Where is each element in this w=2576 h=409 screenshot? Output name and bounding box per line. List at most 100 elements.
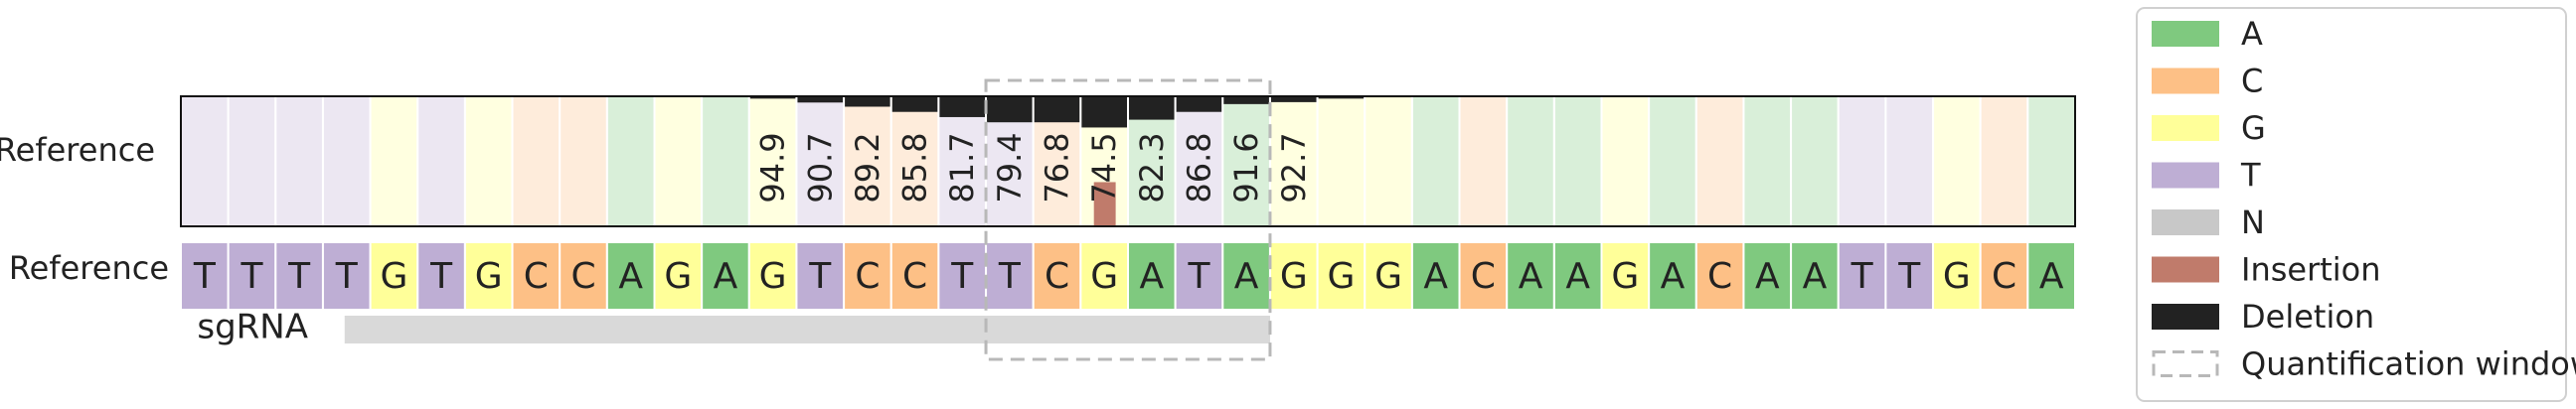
frequency-cell <box>559 95 608 227</box>
quantification-window <box>984 78 1272 361</box>
legend-label: T <box>2240 157 2261 195</box>
base-letter: A <box>1803 256 1828 297</box>
base-cell <box>1221 241 1271 311</box>
deletion-bar <box>845 96 890 107</box>
frequency-cell <box>1410 95 1461 227</box>
base-letter: G <box>1090 256 1118 297</box>
base-cell <box>1079 241 1129 311</box>
base-letter: T <box>429 256 453 297</box>
deletion-bar <box>891 96 938 112</box>
base-letter: A <box>1519 256 1543 297</box>
base-cell <box>1600 241 1651 311</box>
frequency-cell <box>2026 95 2076 227</box>
base-letter: G <box>664 256 692 297</box>
legend-swatch-c <box>2152 68 2219 94</box>
base-cell <box>653 241 704 311</box>
legend-label: Deletion <box>2241 298 2374 336</box>
percent-label: 91.6 <box>1227 132 1265 203</box>
deletion-bar <box>1176 96 1222 112</box>
base-cell <box>937 241 988 311</box>
base-letter: C <box>855 256 880 297</box>
base-letter: T <box>808 256 832 297</box>
frequency-cell <box>701 95 750 227</box>
sgrna-track <box>344 316 1270 343</box>
legend-swatch-n <box>2152 209 2219 235</box>
base-letter: C <box>1707 256 1732 297</box>
deletion-bar <box>1081 96 1127 128</box>
frequency-cell <box>1837 95 1887 227</box>
percent-label: 82.3 <box>1133 132 1171 203</box>
base-cell <box>1127 241 1177 311</box>
frequency-cell <box>369 95 419 227</box>
percent-label: 94.9 <box>754 132 792 203</box>
base-letter: A <box>1140 256 1165 297</box>
base-cell <box>1506 241 1555 311</box>
frequency-cell <box>1648 95 1697 227</box>
base-letter: G <box>1280 256 1308 297</box>
frequency-cell <box>511 95 562 227</box>
frequency-cell <box>1600 95 1651 227</box>
base-letter: T <box>998 256 1022 297</box>
base-cell <box>1410 241 1461 311</box>
base-letter: C <box>1471 256 1496 297</box>
frequency-cell <box>227 95 277 227</box>
frequency-cell <box>1316 95 1367 227</box>
deletion-bar <box>1223 96 1269 104</box>
frequency-cell <box>1694 95 1745 227</box>
base-letter: T <box>1897 256 1921 297</box>
percent-label: 76.8 <box>1039 132 1076 203</box>
deletion-bar <box>797 96 844 103</box>
base-letter: G <box>1327 256 1355 297</box>
base-letter: A <box>1234 256 1259 297</box>
base-cell <box>180 241 230 311</box>
base-cell <box>701 241 750 311</box>
frequency-cell <box>1742 95 1793 227</box>
base-cell <box>889 241 940 311</box>
base-cell <box>747 241 798 311</box>
frequency-cell <box>1790 95 1840 227</box>
base-letter: A <box>1755 256 1780 297</box>
base-letter: C <box>902 256 927 297</box>
base-cell <box>1694 241 1745 311</box>
base-cell <box>985 241 1035 311</box>
base-cell <box>369 241 419 311</box>
legend-swatch-a <box>2152 21 2219 47</box>
frequency-cell <box>653 95 704 227</box>
frequency-cell <box>1458 95 1509 227</box>
percent-label: 79.4 <box>991 132 1029 203</box>
percent-label: 74.5 <box>1085 132 1123 203</box>
legend-swatch-t <box>2152 162 2219 189</box>
base-cell <box>463 241 514 311</box>
frequency-cell <box>321 95 372 227</box>
deletion-bar <box>749 96 796 99</box>
quantification-window-group <box>984 78 1272 361</box>
legend-label: N <box>2241 204 2265 241</box>
frequency-cell <box>1932 95 1982 227</box>
legend-label: G <box>2241 109 2266 147</box>
deletion-bar <box>1270 96 1317 102</box>
deletion-bar <box>1318 96 1365 99</box>
base-cell <box>559 241 608 311</box>
row-label-frequency: Reference <box>0 131 155 169</box>
base-letter: G <box>759 256 787 297</box>
base-letter: G <box>1374 256 1402 297</box>
base-letter: T <box>1187 256 1210 297</box>
base-letter: A <box>1423 256 1448 297</box>
frequency-cell <box>1221 95 1271 227</box>
base-letter: A <box>2039 256 2064 297</box>
base-letter: A <box>1661 256 1686 297</box>
frequency-cell <box>1884 95 1935 227</box>
frequency-cell <box>1506 95 1555 227</box>
base-letter: C <box>570 256 595 297</box>
frequency-frame <box>180 95 2076 227</box>
base-cell <box>1174 241 1224 311</box>
frequency-cell <box>1979 95 2029 227</box>
deletion-bar <box>1034 96 1080 123</box>
row-label-sequence: Reference <box>9 249 169 287</box>
percent-label: 81.7 <box>943 132 981 203</box>
frequency-cell <box>843 95 892 227</box>
base-letter: A <box>1565 256 1590 297</box>
sgrna-label: sgRNA <box>197 308 308 347</box>
